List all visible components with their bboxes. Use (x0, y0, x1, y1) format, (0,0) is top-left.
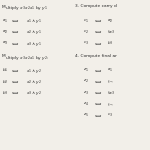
Text: $a_2$: $a_2$ (2, 28, 8, 36)
Text: $x_2 \wedge y_2$: $x_2 \wedge y_2$ (26, 78, 42, 86)
Text: $\Longleftrightarrow$: $\Longleftrightarrow$ (11, 28, 20, 35)
Text: M: M (2, 54, 5, 58)
Text: $z_4$: $z_4$ (83, 100, 89, 108)
Text: $c_3$: $c_3$ (107, 112, 113, 119)
Text: $a_2$: $a_2$ (107, 17, 114, 25)
Text: ultiply $\mathbf{\mathit{x_3x_2x_1}}$ by $\mathbf{\mathit{y_2}}$:: ultiply $\mathbf{\mathit{x_3x_2x_1}}$ by… (5, 54, 49, 62)
Text: $c_2$: $c_2$ (83, 28, 89, 36)
Text: $\Longleftrightarrow$: $\Longleftrightarrow$ (94, 112, 103, 119)
Text: $\Longleftrightarrow$: $\Longleftrightarrow$ (94, 78, 103, 85)
Text: $a_3$: $a_3$ (2, 40, 8, 47)
Text: $z_3$: $z_3$ (83, 89, 89, 97)
Text: ultiply $\mathbf{\mathit{x_3x_2x_1}}$ by $\mathbf{\mathit{y_1}}$: ultiply $\mathbf{\mathit{x_3x_2x_1}}$ by… (5, 4, 48, 12)
Text: $b_1$: $b_1$ (2, 67, 8, 74)
Text: $\Longleftrightarrow$: $\Longleftrightarrow$ (94, 67, 103, 74)
Text: $b_2$: $b_2$ (2, 78, 8, 86)
Text: $\Longleftrightarrow$: $\Longleftrightarrow$ (94, 89, 103, 96)
Text: $b_3$: $b_3$ (107, 40, 114, 47)
Text: $a_1$: $a_1$ (107, 67, 114, 74)
Text: $(\neg$: $(\neg$ (107, 100, 114, 108)
Text: $a_1$: $a_1$ (2, 17, 8, 25)
Text: $x_2 \wedge y_1$: $x_2 \wedge y_1$ (26, 28, 42, 36)
Text: $\Longleftrightarrow$: $\Longleftrightarrow$ (11, 40, 20, 47)
Text: $x_3 \wedge y_2$: $x_3 \wedge y_2$ (26, 89, 42, 97)
Text: $c_3$: $c_3$ (83, 40, 89, 47)
Text: $x_1 \wedge y_1$: $x_1 \wedge y_1$ (26, 17, 42, 25)
Text: $\Longleftrightarrow$: $\Longleftrightarrow$ (94, 40, 103, 47)
Text: $\Longleftrightarrow$: $\Longleftrightarrow$ (94, 17, 103, 24)
Text: $z_2$: $z_2$ (83, 78, 89, 85)
Text: $b_3$: $b_3$ (2, 89, 8, 97)
Text: $\Longleftrightarrow$: $\Longleftrightarrow$ (11, 67, 20, 74)
Text: 4. Compute final ar: 4. Compute final ar (75, 54, 117, 58)
Text: $\Longleftrightarrow$: $\Longleftrightarrow$ (11, 89, 20, 96)
Text: M: M (2, 4, 5, 9)
Text: $x_1 \wedge y_2$: $x_1 \wedge y_2$ (26, 67, 42, 75)
Text: $(a_3$: $(a_3$ (107, 28, 115, 36)
Text: 3. Compute carry d: 3. Compute carry d (75, 4, 117, 9)
Text: $(\neg$: $(\neg$ (107, 78, 114, 85)
Text: $\Longleftrightarrow$: $\Longleftrightarrow$ (94, 100, 103, 107)
Text: $z_5$: $z_5$ (83, 112, 89, 119)
Text: $z_1$: $z_1$ (83, 67, 89, 74)
Text: $(a_3$: $(a_3$ (107, 89, 115, 97)
Text: $c_1$: $c_1$ (83, 17, 89, 25)
Text: $\Longleftrightarrow$: $\Longleftrightarrow$ (11, 78, 20, 85)
Text: $\Longleftrightarrow$: $\Longleftrightarrow$ (11, 17, 20, 24)
Text: $x_3 \wedge y_1$: $x_3 \wedge y_1$ (26, 40, 42, 48)
Text: $\Longleftrightarrow$: $\Longleftrightarrow$ (94, 28, 103, 35)
